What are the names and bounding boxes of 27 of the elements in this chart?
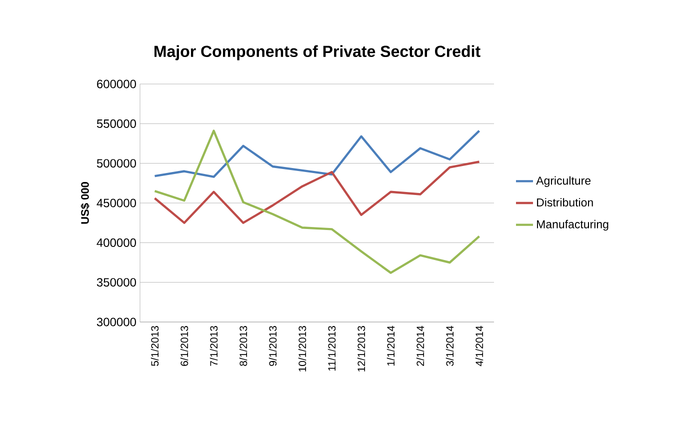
x-tick-label: 3/1/2014 [446,326,454,366]
x-tick-label: 7/1/2013 [210,326,218,366]
chart-title: Major Components of Private Sector Credit [154,45,480,60]
legend-label: Agriculture [536,176,591,187]
legend-label: Distribution [537,198,593,207]
y-tick-label: 450000 [96,198,136,208]
x-tick-label: 1/1/2014 [386,326,395,366]
x-tick-label: 10/1/2013 [298,326,306,372]
y-tick-label: 350000 [96,278,136,287]
x-tick-label: 11/1/2013 [328,326,336,371]
x-tick-label: 4/1/2014 [475,326,484,366]
legend-label: Manufacturing [537,220,608,231]
x-tick-label: 9/1/2013 [268,326,277,366]
y-tick-label: 300000 [96,318,136,326]
x-tick-label: 2/1/2014 [416,326,424,366]
y-tick-label: 500000 [96,159,136,168]
x-tick-label: 12/1/2013 [357,326,366,372]
line-series [154,130,480,274]
y-tick-label: 550000 [96,119,136,128]
line-series [154,130,480,178]
y-axis-title: US$ 000 [80,182,90,224]
x-tick-label: 6/1/2013 [180,326,188,366]
x-tick-label: 8/1/2013 [239,326,248,366]
y-tick-label: 400000 [96,238,136,247]
x-tick-label: 5/1/2013 [150,326,159,366]
line-series [154,160,480,224]
y-tick-label: 600000 [97,80,136,88]
